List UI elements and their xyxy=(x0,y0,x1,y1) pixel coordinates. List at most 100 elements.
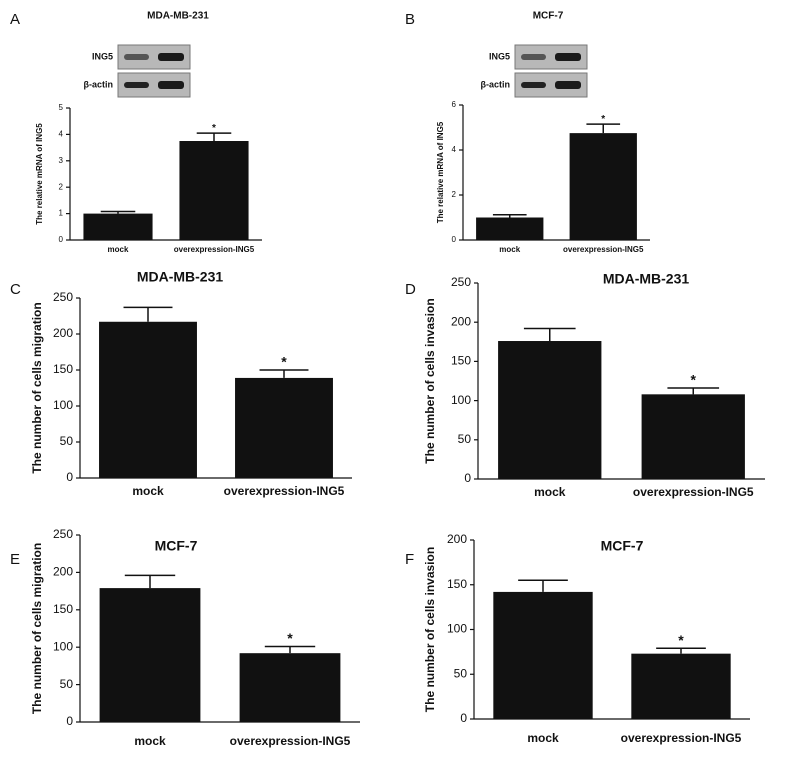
blot-band xyxy=(521,54,546,60)
error-bar xyxy=(518,579,568,592)
bar xyxy=(99,321,197,478)
y-tick-label: 150 xyxy=(53,602,73,616)
y-tick-label: 0 xyxy=(66,714,73,728)
y-tick-label: 50 xyxy=(60,677,74,691)
panel: F MCF-7 The number of cells invasion 0 50 100… xyxy=(405,532,750,745)
y-axis-label: The number of cells invasion xyxy=(423,547,437,712)
y-tick-label: 3 xyxy=(59,156,64,165)
bar xyxy=(476,217,544,240)
x-tick-label: mock xyxy=(527,731,559,745)
significance-mark: * xyxy=(601,114,605,125)
bar xyxy=(493,591,593,719)
error-bar xyxy=(586,123,621,134)
significance-mark: * xyxy=(212,123,216,134)
significance-mark: * xyxy=(281,354,287,370)
bar xyxy=(83,213,153,240)
y-axis-label: The number of cells migration xyxy=(30,302,44,473)
bar xyxy=(99,588,201,722)
error-bar xyxy=(667,387,720,395)
blot-label: β-actin xyxy=(481,79,511,89)
y-tick-label: 5 xyxy=(59,103,64,112)
bar xyxy=(239,653,341,722)
error-bar xyxy=(264,645,316,654)
bar xyxy=(498,341,602,479)
blot-band xyxy=(124,82,149,88)
panel: D MDA-MB-231 The number of cells invasion 0… xyxy=(405,271,765,499)
panel: E MCF-7 The number of cells migration 0 50 10… xyxy=(10,527,360,748)
y-tick-label: 2 xyxy=(452,190,457,199)
y-tick-label: 100 xyxy=(447,622,467,636)
panel: C MDA-MB-231 The number of cells migration… xyxy=(10,269,352,498)
chart-title: MDA-MB-231 xyxy=(147,11,209,22)
x-tick-label: overexpression-ING5 xyxy=(633,485,754,499)
chart-title: MCF-7 xyxy=(601,538,644,554)
y-tick-label: 200 xyxy=(53,326,73,340)
x-tick-label: overexpression-ING5 xyxy=(621,731,742,745)
x-tick-label: mock xyxy=(132,484,164,498)
y-tick-label: 150 xyxy=(53,362,73,376)
x-tick-label: overexpression-ING5 xyxy=(174,245,255,254)
error-bar xyxy=(124,574,176,589)
y-tick-label: 150 xyxy=(447,577,467,591)
y-tick-label: 4 xyxy=(452,145,457,154)
y-axis-label: The relative mRNA of ING5 xyxy=(436,121,445,223)
y-axis-label: The relative mRNA of ING5 xyxy=(35,123,44,225)
error-bar xyxy=(259,369,309,378)
blot-label: ING5 xyxy=(489,51,510,61)
y-axis-label: The number of cells invasion xyxy=(423,298,437,463)
y-tick-label: 50 xyxy=(454,666,468,680)
significance-mark: * xyxy=(678,632,684,648)
panel-letter: A xyxy=(10,11,20,28)
bar xyxy=(631,653,731,719)
y-tick-label: 0 xyxy=(59,235,64,244)
panel: A MDA-MB-231 The relative mRNA of ING5 ING5… xyxy=(10,11,262,254)
x-tick-label: overexpression-ING5 xyxy=(230,734,351,748)
chart-title: MCF-7 xyxy=(155,538,198,554)
y-tick-label: 1 xyxy=(59,209,64,218)
y-tick-label: 0 xyxy=(452,235,457,244)
blot-band xyxy=(158,81,184,89)
panel-letter: B xyxy=(405,11,415,28)
y-tick-label: 4 xyxy=(59,130,64,139)
bar xyxy=(569,133,637,240)
bar xyxy=(179,141,249,240)
y-tick-label: 0 xyxy=(460,711,467,725)
y-axis-label: The number of cells migration xyxy=(30,543,44,714)
y-tick-label: 0 xyxy=(464,471,471,485)
panel-letter: D xyxy=(405,281,416,298)
y-tick-label: 100 xyxy=(53,398,73,412)
y-tick-label: 250 xyxy=(451,275,471,289)
y-tick-label: 200 xyxy=(451,314,471,328)
x-tick-label: mock xyxy=(499,245,520,254)
x-tick-label: mock xyxy=(134,734,166,748)
error-bar xyxy=(656,647,706,654)
y-tick-label: 50 xyxy=(458,432,472,446)
blot-band xyxy=(555,81,581,89)
y-tick-label: 100 xyxy=(451,393,471,407)
y-tick-label: 6 xyxy=(452,100,457,109)
x-tick-label: mock xyxy=(534,485,566,499)
panel-letter: F xyxy=(405,551,414,568)
y-tick-label: 0 xyxy=(66,470,73,484)
blot-label: β-actin xyxy=(84,79,114,89)
significance-mark: * xyxy=(287,630,293,646)
panel-letter: C xyxy=(10,281,21,298)
panel: B MCF-7 The relative mRNA of ING5 ING5 β-act… xyxy=(405,11,650,254)
chart-title: MDA-MB-231 xyxy=(603,271,690,287)
blot-band xyxy=(555,53,581,61)
chart-title: MDA-MB-231 xyxy=(137,269,224,285)
error-bar xyxy=(492,214,527,218)
error-bar xyxy=(123,306,173,322)
x-tick-label: overexpression-ING5 xyxy=(224,484,345,498)
blot-label: ING5 xyxy=(92,51,113,61)
y-tick-label: 2 xyxy=(59,182,64,191)
panel-letter: E xyxy=(10,551,20,568)
blot-band xyxy=(158,53,184,61)
significance-mark: * xyxy=(691,372,697,388)
error-bar xyxy=(523,327,576,342)
chart-title: MCF-7 xyxy=(533,11,564,22)
y-tick-label: 150 xyxy=(451,354,471,368)
x-tick-label: overexpression-ING5 xyxy=(563,245,644,254)
bar xyxy=(641,394,745,479)
